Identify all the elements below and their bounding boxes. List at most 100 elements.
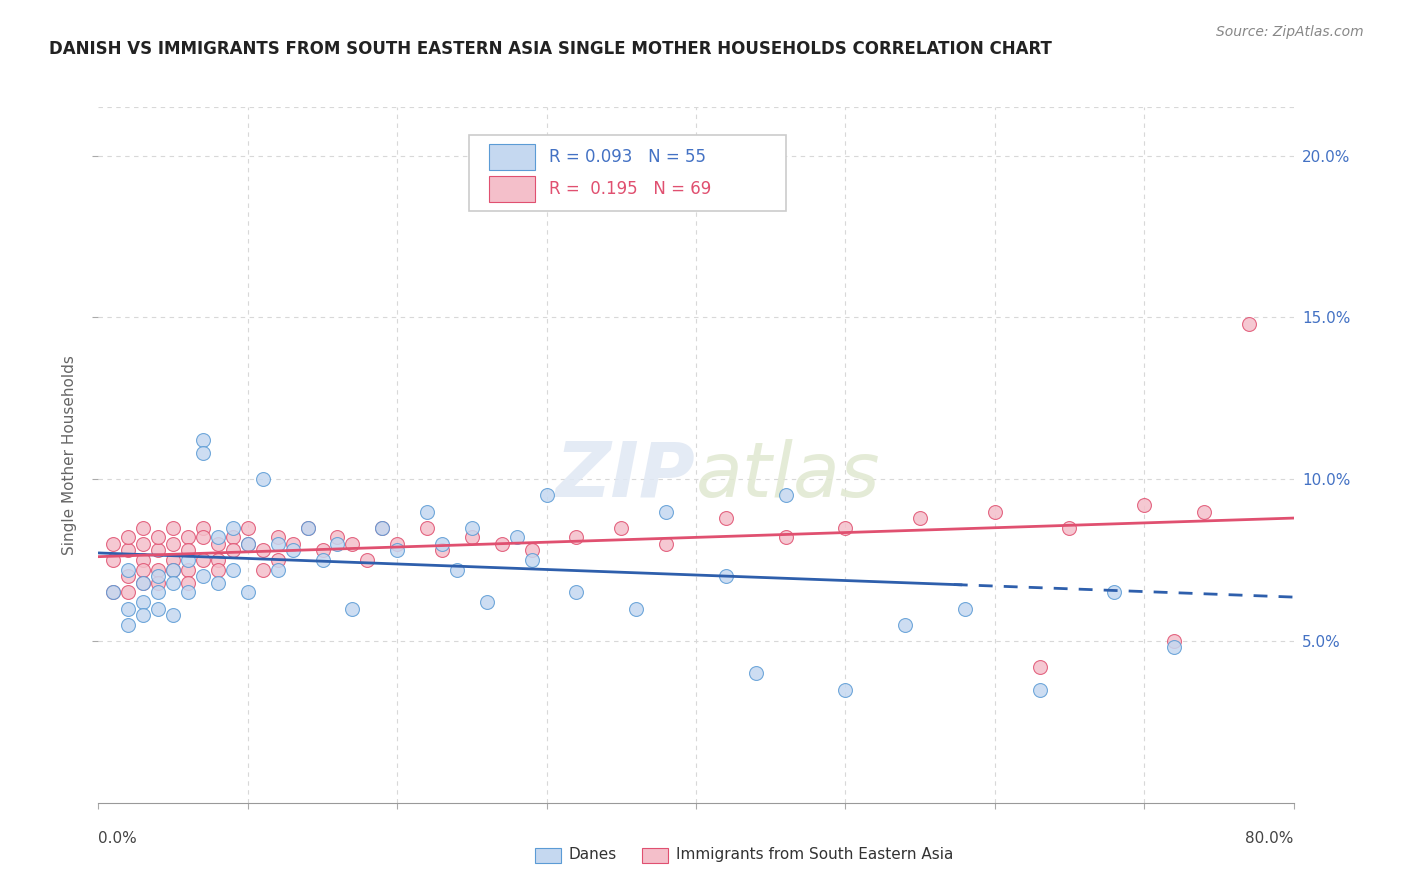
Point <box>1028 682 1050 697</box>
Point <box>177 553 200 567</box>
Point <box>148 601 170 615</box>
Point <box>281 543 304 558</box>
Point <box>252 543 274 558</box>
Point <box>236 537 259 551</box>
Point <box>385 537 409 551</box>
Point <box>162 575 184 590</box>
Bar <box>489 144 534 170</box>
Point <box>148 585 170 599</box>
Point <box>267 537 290 551</box>
Point <box>132 575 155 590</box>
Point <box>1192 504 1215 518</box>
Point <box>117 543 139 558</box>
Point <box>191 569 214 583</box>
Point <box>117 563 139 577</box>
Point <box>342 537 364 551</box>
Point <box>745 666 768 681</box>
Point <box>430 543 453 558</box>
Point <box>207 563 229 577</box>
Point <box>385 543 409 558</box>
Point <box>162 537 184 551</box>
Point <box>117 617 139 632</box>
Point <box>297 521 319 535</box>
Point <box>148 563 170 577</box>
Point <box>326 531 349 545</box>
Point <box>775 531 797 545</box>
Point <box>267 553 290 567</box>
Point <box>191 446 214 460</box>
Point <box>565 585 588 599</box>
Point <box>461 531 484 545</box>
Point <box>1237 317 1260 331</box>
Point <box>446 563 468 577</box>
Point <box>610 521 633 535</box>
Point <box>236 537 259 551</box>
Point <box>655 537 678 551</box>
Point <box>207 553 229 567</box>
Text: ZIP: ZIP <box>557 439 696 513</box>
Point <box>655 504 678 518</box>
Text: Danes: Danes <box>568 847 616 863</box>
Point <box>371 521 394 535</box>
Point <box>626 601 648 615</box>
Point <box>416 521 439 535</box>
Point <box>177 563 200 577</box>
Point <box>894 617 917 632</box>
Point <box>461 521 484 535</box>
Point <box>311 543 333 558</box>
Point <box>1298 511 1320 525</box>
Text: R =  0.195   N = 69: R = 0.195 N = 69 <box>548 180 711 198</box>
Point <box>132 553 155 567</box>
Point <box>267 563 290 577</box>
Point <box>148 531 170 545</box>
Point <box>714 569 737 583</box>
Point <box>1104 585 1126 599</box>
Point <box>565 531 588 545</box>
Point <box>103 537 125 551</box>
Point <box>162 563 184 577</box>
Point <box>834 682 856 697</box>
Point <box>177 531 200 545</box>
Point <box>103 585 125 599</box>
Y-axis label: Single Mother Households: Single Mother Households <box>62 355 77 555</box>
Point <box>1028 660 1050 674</box>
Point <box>207 531 229 545</box>
Point <box>311 553 333 567</box>
Point <box>714 511 737 525</box>
Point <box>117 531 139 545</box>
Point <box>610 187 633 202</box>
Point <box>162 563 184 577</box>
Point <box>132 575 155 590</box>
Point <box>267 531 290 545</box>
Point <box>222 543 245 558</box>
Point <box>177 543 200 558</box>
Point <box>162 608 184 623</box>
Point <box>1402 521 1406 535</box>
Point <box>132 537 155 551</box>
Point <box>520 543 543 558</box>
Point <box>148 575 170 590</box>
Point <box>1133 498 1156 512</box>
Point <box>1343 531 1365 545</box>
Text: Source: ZipAtlas.com: Source: ZipAtlas.com <box>1216 25 1364 39</box>
Point <box>1163 640 1185 655</box>
Point <box>506 531 529 545</box>
Point <box>162 521 184 535</box>
Point <box>416 504 439 518</box>
Point <box>236 585 259 599</box>
Bar <box>643 848 668 863</box>
Text: 0.0%: 0.0% <box>98 830 138 846</box>
Point <box>775 488 797 502</box>
Point <box>536 488 558 502</box>
Point <box>984 504 1007 518</box>
Point <box>103 553 125 567</box>
Point <box>162 553 184 567</box>
Point <box>1163 634 1185 648</box>
Point <box>430 537 453 551</box>
Point <box>222 521 245 535</box>
Text: Immigrants from South Eastern Asia: Immigrants from South Eastern Asia <box>676 847 953 863</box>
Bar <box>534 848 561 863</box>
Point <box>132 608 155 623</box>
Point <box>371 521 394 535</box>
Point <box>834 521 856 535</box>
